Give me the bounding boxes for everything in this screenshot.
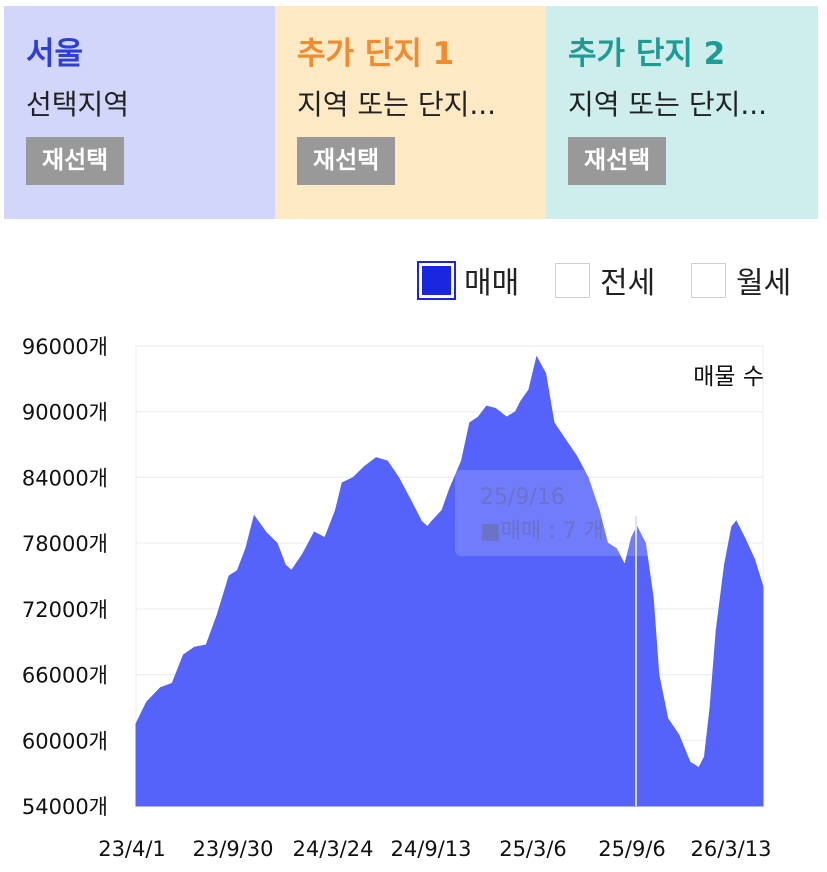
region-card-extra-1[interactable]: 추가 단지 1 지역 또는 단지... 재선택 [275,6,546,219]
y-tick-label: 90000개 [22,401,108,425]
region-title: 서울 [26,36,84,72]
y-tick-label: 96000개 [22,335,108,359]
legend-toggle-jeonse[interactable]: 전세 [555,259,655,301]
region-title: 추가 단지 1 [297,36,455,72]
listing-count-chart[interactable]: 96000개 90000개 84000개 78000개 72000개 66000개 6000… [0,320,827,872]
chart-tooltip: 25/9/16 ■매매 : 7 개 [455,470,715,806]
x-tick-label: 24/9/13 [391,837,472,861]
y-tick-label: 84000개 [22,466,108,490]
y-axis-ticks: 96000개 90000개 84000개 78000개 72000개 66000개 6000… [22,335,108,819]
tooltip-value: ■매매 : 7 개 [480,519,604,544]
x-tick-label: 24/3/24 [293,837,374,861]
x-axis-ticks: 23/4/1 23/9/30 24/3/24 24/9/13 25/3/6 25/9/6 2… [98,837,771,861]
checkbox-icon[interactable] [417,260,456,300]
legend-label: 월세 [736,266,792,301]
chart-series [135,355,764,807]
checkbox-icon[interactable] [555,262,590,298]
tooltip-box [455,470,715,556]
region-subtitle: 선택지역 [26,88,130,121]
chart-label: 매물 수 [693,364,764,390]
y-tick-label: 54000개 [22,795,108,819]
region-card-extra-2[interactable]: 추가 단지 2 지역 또는 단지... 재선택 [546,6,818,219]
y-tick-label: 60000개 [22,729,108,753]
x-tick-label: 26/3/13 [691,837,772,861]
x-tick-label: 25/9/6 [598,837,666,861]
region-card-seoul[interactable]: 서울 선택지역 재선택 [4,6,275,219]
x-tick-label: 23/9/30 [193,837,274,861]
region-subtitle: 지역 또는 단지... [568,88,768,121]
x-tick-label: 23/4/1 [98,837,166,861]
checkbox-icon[interactable] [691,262,726,298]
reselect-button[interactable]: 재선택 [297,137,396,185]
y-tick-label: 78000개 [22,532,108,556]
reselect-button[interactable]: 재선택 [568,137,667,185]
region-cards: 서울 선택지역 재선택 추가 단지 1 지역 또는 단지... 재선택 추가 단… [4,6,818,219]
legend-label: 전세 [600,266,656,301]
series-area-매매 [135,355,764,807]
y-tick-label: 66000개 [22,664,108,688]
y-tick-label: 72000개 [22,598,108,622]
x-tick-label: 25/3/6 [499,837,567,861]
reselect-button[interactable]: 재선택 [26,137,125,185]
legend-toggle-monthly-rent[interactable]: 월세 [691,259,791,301]
region-title: 추가 단지 2 [568,36,726,72]
legend-toggle-sale[interactable]: 매매 [417,259,520,301]
region-subtitle: 지역 또는 단지... [297,88,497,121]
tooltip-date: 25/9/16 [480,485,565,510]
chart-type-legend: 매매 전세 월세 [0,259,827,301]
legend-label: 매매 [464,266,520,301]
